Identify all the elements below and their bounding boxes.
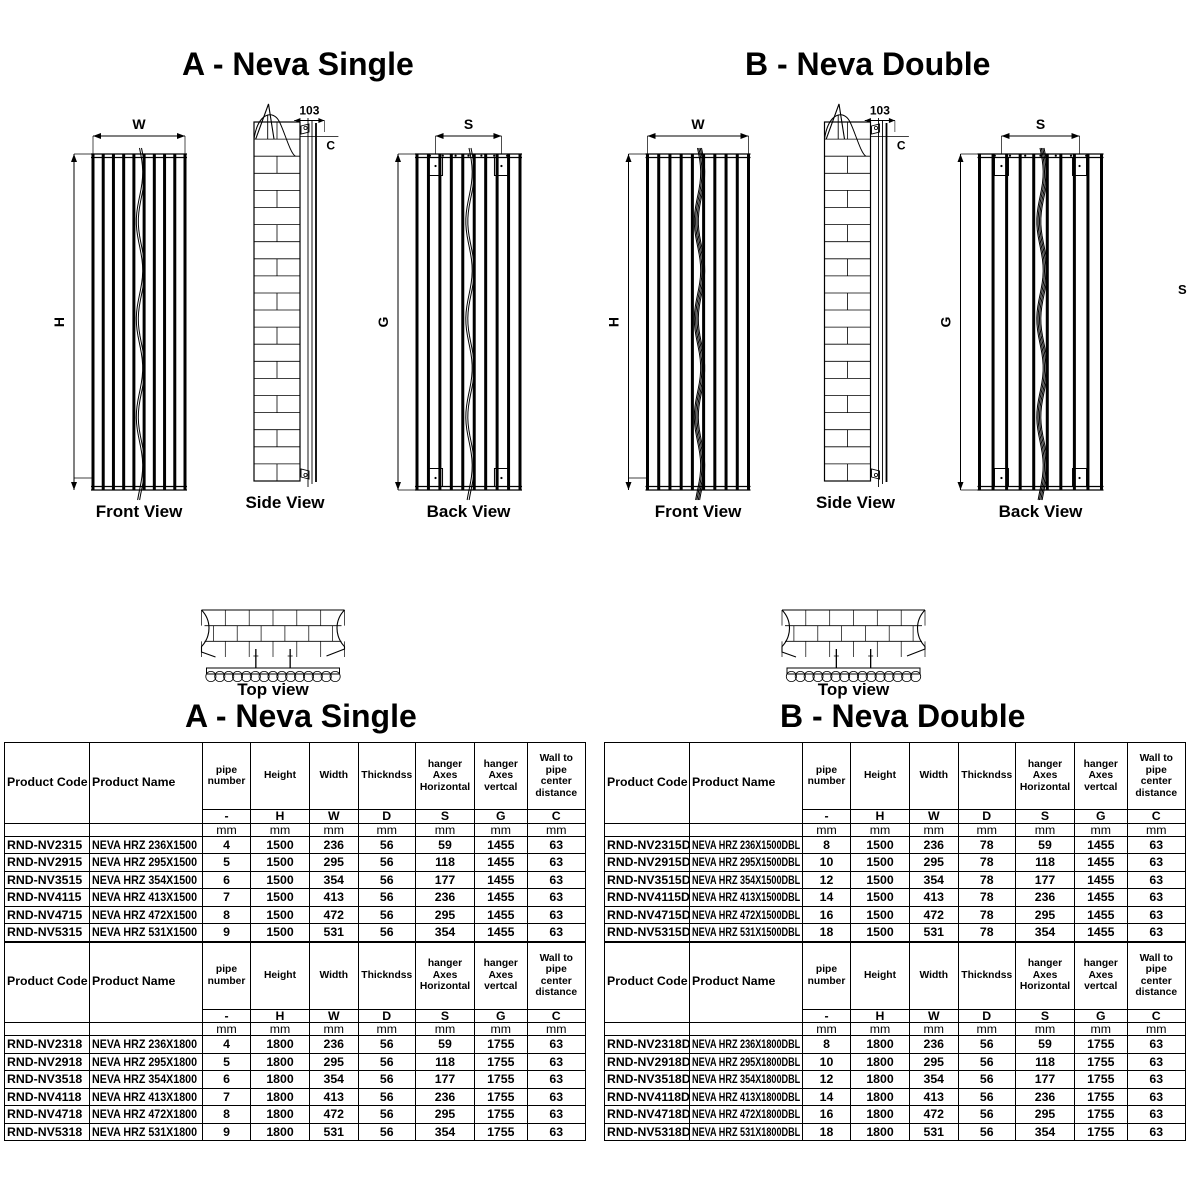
svg-text:103: 103 <box>870 104 890 118</box>
svg-text:Front View: Front View <box>655 502 742 521</box>
svg-text:W: W <box>132 116 146 132</box>
svg-text:S: S <box>1036 116 1045 132</box>
svg-text:Top view: Top view <box>818 680 890 699</box>
svg-text:H: H <box>51 317 67 327</box>
svg-text:Back View: Back View <box>999 502 1084 521</box>
svg-text:C: C <box>897 139 906 153</box>
svg-text:S: S <box>464 116 473 132</box>
svg-text:Front View: Front View <box>96 502 183 521</box>
svg-text:G: G <box>938 316 954 327</box>
svg-text:W: W <box>691 116 705 132</box>
svg-text:Top view: Top view <box>237 680 309 699</box>
svg-text:H: H <box>606 317 622 327</box>
svg-text:Back View: Back View <box>427 502 512 521</box>
svg-text:Side View: Side View <box>245 493 325 512</box>
svg-text:G: G <box>375 316 391 327</box>
svg-text:103: 103 <box>299 104 319 118</box>
svg-text:C: C <box>326 139 335 153</box>
svg-text:Side View: Side View <box>816 493 896 512</box>
